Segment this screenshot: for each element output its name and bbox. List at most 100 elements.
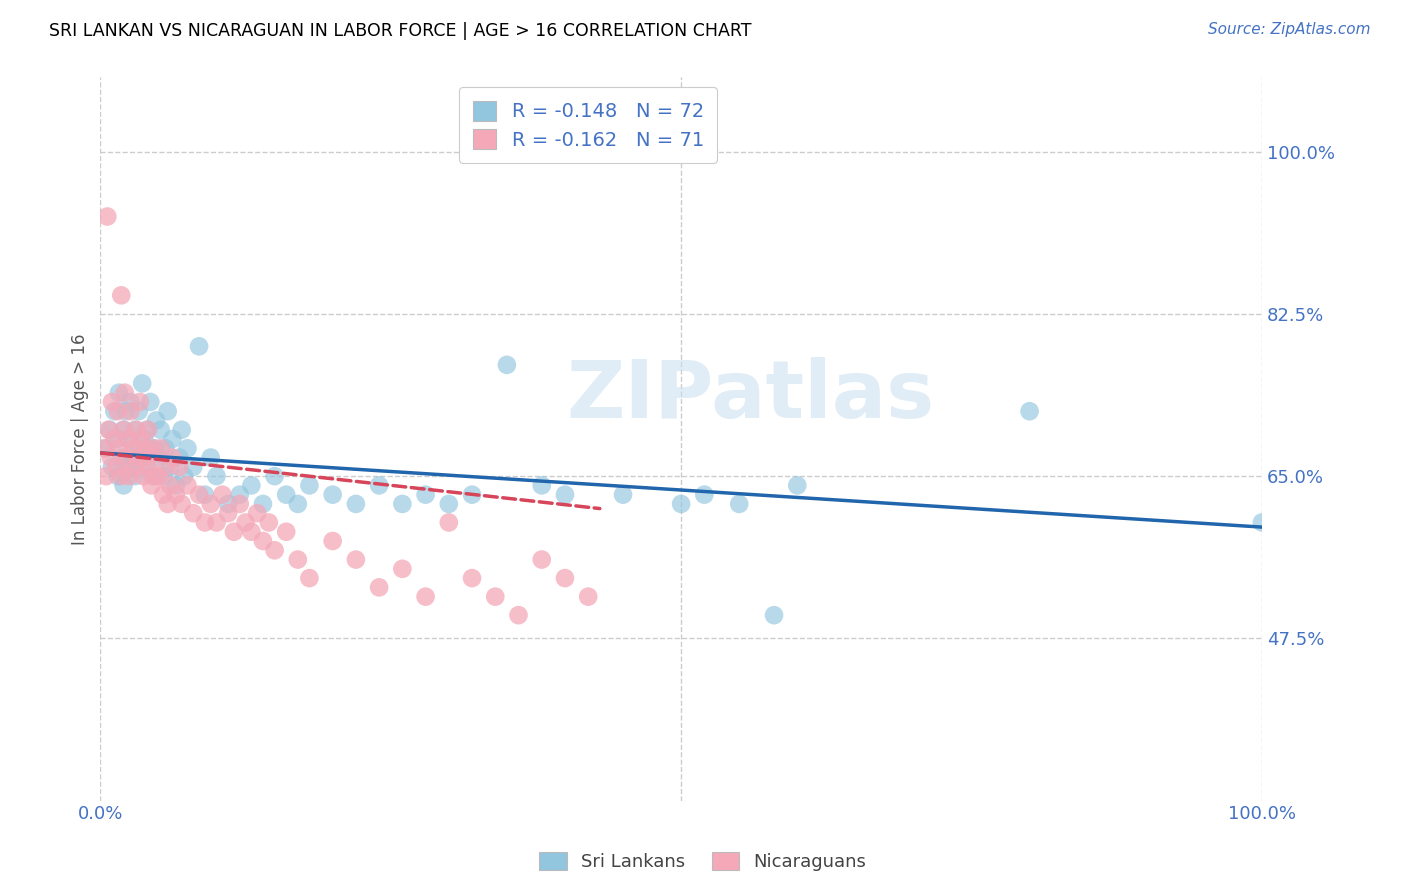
Point bbox=[112, 478, 135, 492]
Point bbox=[461, 571, 484, 585]
Point bbox=[118, 432, 141, 446]
Point bbox=[139, 395, 162, 409]
Point bbox=[200, 450, 222, 465]
Point bbox=[240, 524, 263, 539]
Point bbox=[176, 478, 198, 492]
Point bbox=[145, 413, 167, 427]
Point bbox=[143, 442, 166, 456]
Point bbox=[322, 488, 344, 502]
Point bbox=[148, 469, 170, 483]
Point bbox=[98, 423, 121, 437]
Point bbox=[93, 442, 115, 456]
Point bbox=[129, 450, 152, 465]
Point bbox=[100, 450, 122, 465]
Point bbox=[127, 442, 149, 456]
Point bbox=[103, 404, 125, 418]
Point bbox=[263, 543, 285, 558]
Point bbox=[169, 450, 191, 465]
Point bbox=[229, 488, 252, 502]
Point bbox=[141, 478, 163, 492]
Point bbox=[484, 590, 506, 604]
Legend: R = -0.148   N = 72, R = -0.162   N = 71: R = -0.148 N = 72, R = -0.162 N = 71 bbox=[458, 87, 717, 163]
Point bbox=[149, 423, 172, 437]
Point bbox=[96, 210, 118, 224]
Legend: Sri Lankans, Nicaraguans: Sri Lankans, Nicaraguans bbox=[533, 845, 873, 879]
Point bbox=[240, 478, 263, 492]
Point bbox=[148, 450, 170, 465]
Point bbox=[391, 497, 413, 511]
Point bbox=[612, 488, 634, 502]
Point bbox=[118, 469, 141, 483]
Point bbox=[170, 497, 193, 511]
Point bbox=[1018, 404, 1040, 418]
Point bbox=[155, 442, 177, 456]
Point bbox=[136, 423, 159, 437]
Point bbox=[108, 385, 131, 400]
Text: Source: ZipAtlas.com: Source: ZipAtlas.com bbox=[1208, 22, 1371, 37]
Point bbox=[105, 459, 128, 474]
Point bbox=[693, 488, 716, 502]
Point bbox=[508, 608, 530, 623]
Point bbox=[415, 590, 437, 604]
Point bbox=[176, 442, 198, 456]
Point bbox=[129, 432, 152, 446]
Point bbox=[437, 497, 460, 511]
Point bbox=[138, 450, 160, 465]
Point bbox=[128, 395, 150, 409]
Point bbox=[229, 497, 252, 511]
Point bbox=[205, 469, 228, 483]
Point bbox=[222, 524, 245, 539]
Point bbox=[188, 488, 211, 502]
Point bbox=[115, 450, 138, 465]
Point bbox=[149, 442, 172, 456]
Point bbox=[122, 450, 145, 465]
Point bbox=[155, 459, 177, 474]
Point bbox=[205, 516, 228, 530]
Point bbox=[159, 478, 181, 492]
Point bbox=[101, 395, 124, 409]
Point bbox=[143, 469, 166, 483]
Point bbox=[124, 459, 146, 474]
Point bbox=[200, 497, 222, 511]
Point bbox=[96, 442, 118, 456]
Point bbox=[135, 459, 157, 474]
Point bbox=[169, 459, 191, 474]
Point bbox=[135, 459, 157, 474]
Point bbox=[181, 459, 204, 474]
Point bbox=[298, 571, 321, 585]
Point bbox=[152, 488, 174, 502]
Point bbox=[156, 404, 179, 418]
Point bbox=[107, 469, 129, 483]
Point bbox=[159, 459, 181, 474]
Point bbox=[246, 506, 269, 520]
Point bbox=[181, 506, 204, 520]
Point bbox=[173, 469, 195, 483]
Point bbox=[156, 497, 179, 511]
Point bbox=[120, 395, 142, 409]
Point bbox=[138, 442, 160, 456]
Point bbox=[142, 469, 165, 483]
Point bbox=[112, 423, 135, 437]
Point bbox=[576, 590, 599, 604]
Point bbox=[276, 524, 298, 539]
Point bbox=[252, 534, 274, 549]
Point bbox=[344, 552, 367, 566]
Point bbox=[263, 469, 285, 483]
Point bbox=[101, 459, 124, 474]
Point bbox=[117, 432, 139, 446]
Point bbox=[391, 562, 413, 576]
Point bbox=[142, 442, 165, 456]
Point bbox=[162, 432, 184, 446]
Point bbox=[132, 469, 155, 483]
Point bbox=[162, 450, 184, 465]
Point bbox=[287, 552, 309, 566]
Point bbox=[118, 459, 141, 474]
Point bbox=[115, 404, 138, 418]
Point bbox=[287, 497, 309, 511]
Point bbox=[194, 516, 217, 530]
Point bbox=[188, 339, 211, 353]
Point bbox=[530, 552, 553, 566]
Point bbox=[125, 423, 148, 437]
Point bbox=[530, 478, 553, 492]
Y-axis label: In Labor Force | Age > 16: In Labor Force | Age > 16 bbox=[72, 334, 89, 545]
